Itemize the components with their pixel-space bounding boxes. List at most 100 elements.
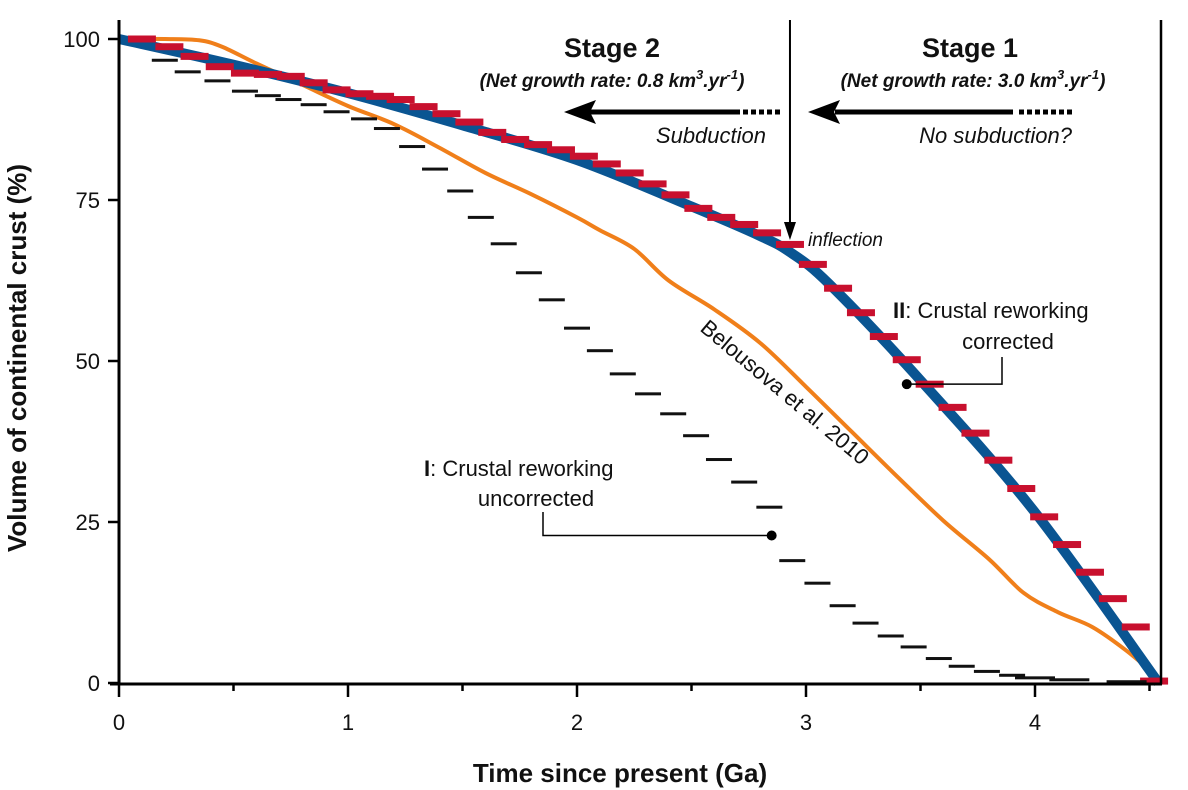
corrected-step-marker <box>938 403 967 411</box>
x-axis-title: Time since present (Ga) <box>473 758 767 788</box>
uncorrected-step-marker <box>351 117 378 121</box>
corrected-step-marker <box>1140 677 1169 685</box>
corrected-step-marker <box>961 429 990 437</box>
uncorrected-step-marker <box>1049 678 1090 682</box>
uncorrected-step-marker <box>660 412 687 416</box>
stage-1-arrow-label: No subduction? <box>919 123 1073 148</box>
curve-1-label-line2: uncorrected <box>478 486 594 511</box>
uncorrected-step-marker <box>275 98 302 102</box>
corrected-step-marker <box>638 180 667 188</box>
corrected-step-marker <box>1121 623 1150 631</box>
corrected-step-marker <box>684 204 713 212</box>
stage-2-rate: (Net growth rate: 0.8 km3.yr-1) <box>480 67 745 92</box>
uncorrected-step-marker <box>973 669 1000 673</box>
corrected-step-marker <box>432 110 461 118</box>
uncorrected-step-marker <box>829 604 856 608</box>
curve-1-leader-line <box>542 512 772 537</box>
curve-2-annotation: II: Crustal reworking corrected <box>893 298 1089 390</box>
corrected-step-marker <box>1007 485 1036 493</box>
corrected-step-marker <box>524 141 553 149</box>
corrected-step-marker <box>409 103 438 111</box>
uncorrected-step-marker <box>399 145 426 149</box>
corrected-step-marker <box>180 52 209 60</box>
corrected-step-marker <box>455 118 484 126</box>
corrected-step-marker <box>205 63 234 71</box>
uncorrected-step-marker <box>900 645 927 649</box>
corrected-step-marker <box>869 333 898 341</box>
uncorrected-step-marker <box>948 664 975 668</box>
inflection-arrowhead-icon <box>783 222 796 240</box>
y-axis-title: Volume of continental crust (%) <box>2 164 32 552</box>
axes <box>110 20 1163 686</box>
uncorrected-step-marker <box>373 127 400 131</box>
y-tick-label: 50 <box>76 349 100 374</box>
corrected-step-marker <box>155 43 184 51</box>
curve-2-label-line2: corrected <box>962 329 1054 354</box>
y-ticks: 0 25 50 75 100 <box>63 27 119 696</box>
uncorrected-step-marker <box>731 480 758 484</box>
y-tick-label: 100 <box>63 27 100 52</box>
uncorrected-step-marker <box>564 326 590 330</box>
uncorrected-step-marker <box>609 372 636 376</box>
curve-2-label-line1: II: Crustal reworking <box>893 298 1089 323</box>
uncorrected-steps-series <box>151 58 1147 684</box>
x-tick-label: 2 <box>571 710 583 735</box>
uncorrected-step-marker <box>756 505 783 509</box>
corrected-step-marker <box>798 260 827 268</box>
corrected-step-marker <box>984 456 1013 464</box>
uncorrected-step-marker <box>852 621 879 625</box>
uncorrected-step-marker <box>683 434 710 438</box>
uncorrected-step-marker <box>204 79 231 83</box>
corrected-step-marker <box>253 70 282 78</box>
corrected-step-marker <box>366 92 395 100</box>
uncorrected-step-marker <box>925 657 952 661</box>
uncorrected-step-marker <box>586 349 613 353</box>
curve-1-annotation: I: Crustal reworking uncorrected <box>424 456 777 541</box>
corrected-step-marker <box>824 284 853 292</box>
uncorrected-step-marker <box>490 242 517 246</box>
uncorrected-step-marker <box>323 110 350 114</box>
uncorrected-step-marker <box>999 673 1026 677</box>
uncorrected-step-marker <box>804 581 831 585</box>
x-tick-label: 1 <box>342 710 354 735</box>
corrected-step-marker <box>753 229 782 237</box>
stage-1-rate: (Net growth rate: 3.0 km3.yr-1) <box>841 67 1106 92</box>
y-tick-label: 0 <box>88 671 100 696</box>
curve-2-leader-line <box>906 357 1003 385</box>
stage-1-annotation: Stage 1 (Net growth rate: 3.0 km3.yr-1) … <box>808 33 1105 148</box>
curve-1-label-line1: I: Crustal reworking <box>424 456 614 481</box>
uncorrected-step-marker <box>1015 676 1055 680</box>
stage-1-arrowhead-icon <box>808 100 840 124</box>
inflection-marker: inflection <box>783 20 883 251</box>
x-ticks: 0 1 2 3 4 <box>113 684 1151 735</box>
corrected-step-marker <box>592 160 621 168</box>
uncorrected-step-marker <box>705 458 732 462</box>
corrected-step-marker <box>1098 595 1127 603</box>
uncorrected-step-marker <box>422 167 449 171</box>
uncorrected-step-marker <box>877 634 904 638</box>
corrected-step-marker <box>299 79 328 87</box>
uncorrected-step-marker <box>231 89 258 93</box>
corrected-step-marker <box>730 220 759 228</box>
corrected-step-marker <box>892 356 921 364</box>
corrected-step-marker <box>345 90 374 98</box>
corrected-step-marker <box>846 309 875 317</box>
stage-2-annotation: Stage 2 (Net growth rate: 0.8 km3.yr-1) … <box>480 33 781 148</box>
curve-2-pointer-dot <box>901 379 912 390</box>
uncorrected-step-marker <box>151 58 178 62</box>
uncorrected-step-marker <box>254 94 281 98</box>
y-tick-label: 25 <box>76 510 100 535</box>
x-tick-label: 4 <box>1029 710 1041 735</box>
corrected-step-marker <box>775 240 804 248</box>
corrected-step-marker <box>1030 513 1059 521</box>
stage-2-title: Stage 2 <box>564 33 660 63</box>
curve-1-pointer-dot <box>766 530 777 541</box>
uncorrected-step-marker <box>515 271 542 275</box>
uncorrected-step-marker <box>300 103 327 107</box>
corrected-step-marker <box>615 169 644 177</box>
uncorrected-step-marker <box>447 189 474 193</box>
corrected-step-marker <box>230 69 259 77</box>
corrected-step-marker <box>501 135 530 143</box>
stage-2-arrow-label: Subduction <box>656 123 766 148</box>
